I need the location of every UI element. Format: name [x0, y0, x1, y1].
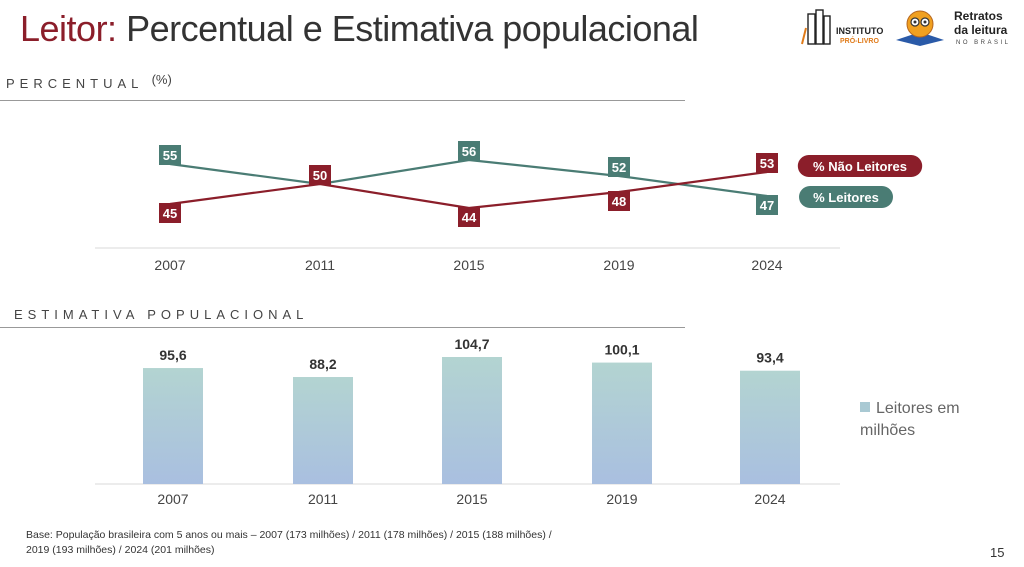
- line-legend-leitores: % Leitores: [799, 186, 893, 208]
- svg-text:47: 47: [760, 198, 774, 213]
- svg-text:45: 45: [163, 206, 177, 221]
- page-title: Leitor: Percentual e Estimativa populaci…: [20, 8, 699, 50]
- bar-x-tick-2024: 2024: [754, 491, 785, 507]
- svg-text:44: 44: [462, 210, 477, 225]
- bar-2011: [293, 377, 353, 484]
- data-label-leitores-2019: 52: [608, 157, 630, 177]
- instituto-pro-livro-logo: INSTITUTO PRÓ-LIVRO: [801, 9, 883, 45]
- svg-text:% Leitores: % Leitores: [813, 190, 879, 205]
- logo-ipl-line1: INSTITUTO: [836, 26, 883, 36]
- section-estimativa-title: ESTIMATIVA POPULACIONAL: [14, 307, 309, 322]
- logo-ipl-line2: PRÓ-LIVRO: [840, 36, 879, 45]
- line-x-tick-2007: 2007: [154, 257, 185, 273]
- section-percentual-label: PERCENTUAL (%): [6, 72, 172, 91]
- logo-rl-line1: Retratos: [954, 9, 1003, 23]
- line-x-tick-2011: 2011: [305, 257, 335, 273]
- bar-x-tick-2015: 2015: [456, 491, 487, 507]
- data-label-nao_leitores-2007: 45: [159, 203, 181, 223]
- bar-legend: Leitores em milhões: [860, 398, 960, 442]
- svg-text:% Não Leitores: % Não Leitores: [813, 159, 907, 174]
- logo-rl-line2: da leitura: [954, 23, 1008, 37]
- data-label-leitores-2024: 47: [756, 195, 778, 215]
- bar-x-tick-2007: 2007: [157, 491, 188, 507]
- series-line-leitores: [169, 158, 768, 198]
- section-estimativa-rule: [0, 327, 685, 328]
- bar-chart: 95,6 2007 88,2 2011 104,7 2015 100,1 2019 93,4 20…: [95, 336, 840, 507]
- bar-label-2011: 88,2: [309, 356, 336, 372]
- footnote-line2: 2019 (193 milhões) / 2024 (201 milhões): [26, 544, 215, 556]
- svg-text:56: 56: [462, 144, 476, 159]
- retratos-da-leitura-logo: Retratos da leitura NO BRASIL: [896, 9, 1011, 46]
- line-chart: 5550565247455044485320072011201520192024…: [95, 141, 923, 273]
- series-line-nao_leitores: [169, 170, 768, 210]
- reader-mascot-icon: [896, 10, 944, 46]
- books-icon: [801, 9, 831, 45]
- svg-text:53: 53: [760, 156, 774, 171]
- data-label-nao_leitores-2011: 50: [309, 165, 331, 185]
- bar-x-tick-2011: 2011: [308, 491, 338, 507]
- bar-2015: [442, 357, 502, 484]
- bar-2024: [740, 370, 800, 484]
- data-label-nao_leitores-2015: 44: [458, 207, 480, 227]
- line-x-tick-2019: 2019: [603, 257, 634, 273]
- data-label-leitores-2007: 55: [159, 145, 181, 165]
- bar-label-2007: 95,6: [159, 347, 186, 363]
- line-x-tick-2024: 2024: [751, 257, 782, 273]
- footnote-line1: Base: População brasileira com 5 anos ou…: [26, 529, 552, 541]
- data-label-nao_leitores-2024: 53: [756, 153, 778, 173]
- bar-legend-line1: Leitores em: [876, 400, 960, 417]
- footnote: Base: População brasileira com 5 anos ou…: [26, 528, 666, 558]
- svg-text:52: 52: [612, 160, 626, 175]
- page-title-accent: Leitor:: [20, 8, 117, 49]
- data-label-leitores-2015: 56: [458, 141, 480, 161]
- bar-2007: [143, 368, 203, 484]
- section-percentual-unit: (%): [151, 72, 172, 87]
- line-x-tick-2015: 2015: [453, 257, 484, 273]
- bar-label-2024: 93,4: [756, 350, 783, 366]
- svg-text:48: 48: [612, 194, 626, 209]
- bar-x-tick-2019: 2019: [606, 491, 637, 507]
- svg-text:55: 55: [163, 148, 177, 163]
- svg-text:50: 50: [313, 168, 327, 183]
- section-percentual-rule: [0, 100, 685, 101]
- bar-legend-line2: milhões: [860, 422, 916, 439]
- logo-rl-line3: NO BRASIL: [956, 40, 1011, 46]
- page-number: 15: [990, 545, 1005, 560]
- page-title-text: Percentual e Estimativa populacional: [126, 8, 699, 49]
- data-label-nao_leitores-2019: 48: [608, 191, 630, 211]
- bar-label-2019: 100,1: [604, 342, 639, 358]
- section-estimativa-label: ESTIMATIVA POPULACIONAL: [14, 307, 308, 322]
- line-legend-nao-leitores: % Não Leitores: [797, 155, 923, 177]
- bar-label-2015: 104,7: [454, 336, 489, 352]
- bar-legend-swatch: [860, 402, 870, 412]
- section-percentual-title: PERCENTUAL: [6, 76, 143, 91]
- bar-2019: [592, 362, 652, 484]
